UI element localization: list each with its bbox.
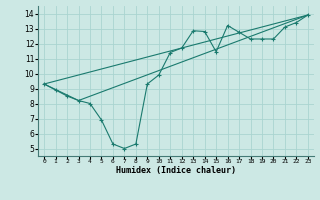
X-axis label: Humidex (Indice chaleur): Humidex (Indice chaleur): [116, 166, 236, 175]
